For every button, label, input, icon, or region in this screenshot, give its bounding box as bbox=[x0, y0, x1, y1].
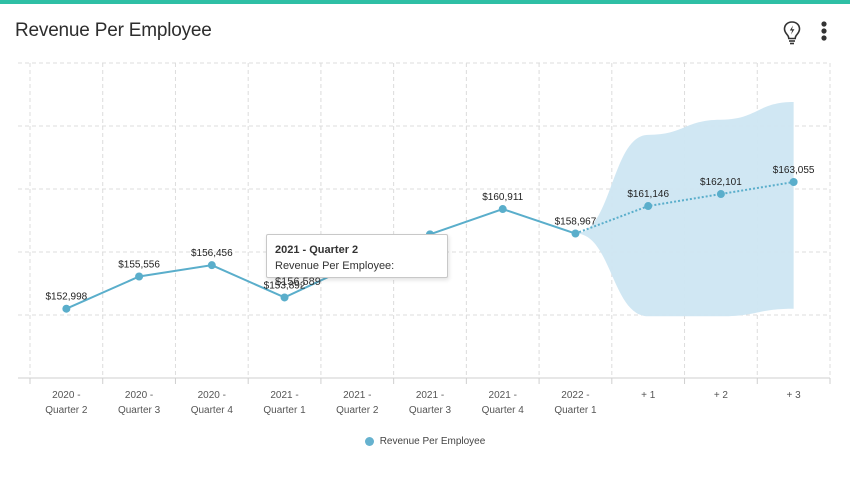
chart-title: Revenue Per Employee bbox=[15, 20, 212, 41]
x-tick-label: + 2 bbox=[714, 390, 729, 401]
legend-label: Revenue Per Employee bbox=[379, 436, 486, 447]
x-tick-label: Quarter 4 bbox=[482, 405, 525, 416]
data-label-main: $153,892 bbox=[264, 280, 306, 291]
data-label-main: $160,911 bbox=[482, 192, 523, 203]
data-point-main bbox=[62, 304, 71, 313]
x-tick-label: + 1 bbox=[641, 390, 656, 401]
lightbulb-bolt-icon bbox=[779, 18, 805, 48]
data-label-forecast: $162,101 bbox=[700, 177, 742, 188]
data-label-main: $156,456 bbox=[191, 248, 233, 259]
chart-legend: Revenue Per Employee bbox=[0, 436, 850, 449]
data-point-forecast bbox=[789, 178, 798, 187]
legend-item-revenue-per-employee[interactable]: Revenue Per Employee bbox=[364, 436, 486, 447]
x-tick-label: 2021 - bbox=[270, 390, 298, 401]
x-tick-label: 2022 - bbox=[561, 390, 589, 401]
chart-header: Revenue Per Employee bbox=[0, 4, 850, 58]
data-point-main bbox=[280, 293, 289, 302]
x-tick-label: 2020 - bbox=[125, 390, 153, 401]
data-point-main bbox=[207, 261, 216, 270]
forecast-confidence-band bbox=[575, 102, 794, 317]
more-options-button[interactable] bbox=[811, 18, 837, 48]
data-point-forecast bbox=[644, 202, 653, 211]
x-tick-label: Quarter 4 bbox=[191, 405, 234, 416]
x-tick-label: 2020 - bbox=[198, 390, 226, 401]
legend-marker bbox=[364, 437, 374, 446]
data-label-main: $152,998 bbox=[46, 292, 88, 303]
insights-button[interactable] bbox=[779, 18, 805, 48]
data-label-forecast: $163,055 bbox=[773, 165, 815, 176]
x-tick-label: 2021 - bbox=[343, 390, 371, 401]
data-point-forecast bbox=[716, 190, 725, 199]
x-tick-label: 2021 - bbox=[489, 390, 517, 401]
data-point-main bbox=[135, 272, 144, 281]
data-label-main: $158,967 bbox=[555, 217, 597, 228]
data-point-main bbox=[498, 205, 507, 214]
vertical-ellipsis-icon bbox=[811, 18, 837, 48]
data-label-forecast: $161,146 bbox=[627, 189, 669, 200]
data-label-main: $155,556 bbox=[118, 259, 160, 270]
x-tick-label: Quarter 1 bbox=[263, 405, 306, 416]
x-tick-label: Quarter 2 bbox=[45, 405, 88, 416]
x-tick-label: + 3 bbox=[787, 390, 802, 401]
x-tick-label: Quarter 1 bbox=[554, 405, 597, 416]
series-line-revenue-per-employee bbox=[65, 207, 576, 310]
tooltip-body: Revenue Per Employee: $156,589 bbox=[275, 260, 395, 288]
x-tick-label: 2020 - bbox=[52, 390, 80, 401]
x-tick-label: Quarter 3 bbox=[409, 405, 452, 416]
data-point-main bbox=[571, 229, 580, 238]
chart-tooltip: 2021 - Quarter 2 Revenue Per Employee: $… bbox=[266, 234, 448, 288]
tooltip-title: 2021 - Quarter 2 bbox=[275, 244, 359, 256]
x-tick-label: Quarter 2 bbox=[336, 405, 379, 416]
x-tick-label: 2021 - bbox=[416, 390, 444, 401]
accent-top-bar bbox=[0, 0, 850, 4]
line-chart: $152,998$155,556$156,456$153,892$156,589… bbox=[18, 62, 831, 416]
series-line-forecast bbox=[575, 181, 794, 235]
x-tick-label: Quarter 3 bbox=[118, 405, 161, 416]
